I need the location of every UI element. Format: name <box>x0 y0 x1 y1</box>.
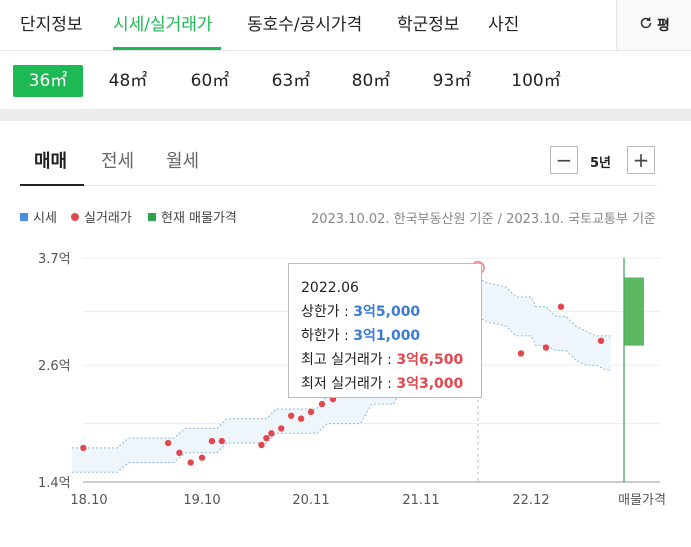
tooltip-upper: 상한가 : 3억5,000 <box>301 304 421 320</box>
subtab-jeonse[interactable]: 전세 <box>101 151 135 172</box>
legend-dot-icon <box>71 212 79 221</box>
trade-point <box>198 454 206 461</box>
top-nav: 단지정보 시세/실거래가 동호수/공시가격 학군정보 사진 평 <box>0 0 691 51</box>
trade-point <box>258 441 265 449</box>
subtab-monthly-rent[interactable]: 월세 <box>166 151 200 172</box>
active-tab-underline <box>113 47 221 50</box>
section-divider <box>0 109 691 121</box>
y-tick-label: 1.4억 <box>38 476 71 491</box>
x-tick-label: 22.12 <box>512 493 549 508</box>
subtab-divider <box>20 185 657 186</box>
trade-point <box>80 444 87 452</box>
size-option-48[interactable]: 48㎡ <box>108 71 148 91</box>
tooltip-lower: 하한가 : 3억1,000 <box>301 328 421 344</box>
refresh-icon <box>639 16 653 34</box>
active-subtab-underline <box>20 184 84 186</box>
trade-point <box>208 437 216 445</box>
trade-point <box>164 439 172 447</box>
trade-point <box>307 408 315 416</box>
tab-units-official-price[interactable]: 동호수/공시가격 <box>247 15 363 35</box>
tab-complex-info[interactable]: 단지정보 <box>20 15 83 35</box>
legend-square-icon <box>148 212 156 221</box>
y-tick-label: 3.7억 <box>38 252 71 267</box>
tooltip-date: 2022.06 <box>301 280 359 296</box>
legend-actual-trade: 실거래가 <box>71 207 132 226</box>
trade-point <box>287 412 295 419</box>
legend-square-icon <box>20 212 28 221</box>
x-tick-label: 20.11 <box>292 493 329 508</box>
price-band-lower-line <box>72 315 611 473</box>
trade-point <box>218 437 226 445</box>
source-note: 2023.10.02. 한국부동산원 기준 / 2023.10. 국토교통부 기… <box>310 212 656 227</box>
period-increase-button[interactable]: + <box>627 146 655 174</box>
unit-toggle-label: 평 <box>657 18 670 34</box>
size-option-100[interactable]: 100㎡ <box>511 71 561 91</box>
period-decrease-button[interactable]: − <box>550 146 578 174</box>
x-tick-label: 19.10 <box>183 493 220 508</box>
trade-point <box>176 449 183 456</box>
trade-point <box>557 303 565 310</box>
unit-toggle-button[interactable]: 평 <box>616 0 691 50</box>
tooltip-max-trade: 최고 실거래가 : 3억6,500 <box>301 352 464 368</box>
trade-point <box>187 459 194 466</box>
price-band-upper-line <box>72 276 611 449</box>
size-selector: 36㎡ 48㎡ 60㎡ 63㎡ 80㎡ 93㎡ 100㎡ <box>0 51 691 109</box>
tab-photos[interactable]: 사진 <box>488 15 520 35</box>
chart-tooltip: 2022.06 상한가 : 3억5,000 하한가 : 3억1,000 최고 실… <box>288 263 482 398</box>
trade-point <box>542 344 550 351</box>
current-listing-bar <box>624 277 644 346</box>
x-tick-label: 21.11 <box>402 493 439 508</box>
size-option-93[interactable]: 93㎡ <box>432 71 472 91</box>
trade-point <box>268 430 275 437</box>
trade-point <box>278 425 285 432</box>
period-label: 5년 <box>590 156 612 171</box>
size-option-63[interactable]: 63㎡ <box>271 71 311 91</box>
trade-point <box>597 337 605 344</box>
trade-point <box>318 400 326 408</box>
size-option-36[interactable]: 36㎡ <box>13 65 83 97</box>
tab-price-transactions[interactable]: 시세/실거래가 <box>113 15 213 35</box>
y-tick-label: 2.6억 <box>38 359 71 374</box>
size-option-80[interactable]: 80㎡ <box>351 71 391 91</box>
price-band-area <box>72 277 612 473</box>
size-option-60[interactable]: 60㎡ <box>190 71 230 91</box>
trade-point <box>263 434 270 442</box>
trade-point <box>297 415 305 422</box>
tab-school-info[interactable]: 학군정보 <box>397 15 460 35</box>
tooltip-min-trade: 최저 실거래가 : 3억3,000 <box>301 376 464 392</box>
legend-current-listing: 현재 매물가격 <box>148 207 237 226</box>
legend-market-price: 시세 <box>20 207 57 226</box>
trade-point <box>517 350 525 357</box>
subtab-sale[interactable]: 매매 <box>34 151 68 172</box>
x-tick-label: 매물가격 <box>618 493 666 508</box>
x-tick-label: 18.10 <box>70 493 107 508</box>
